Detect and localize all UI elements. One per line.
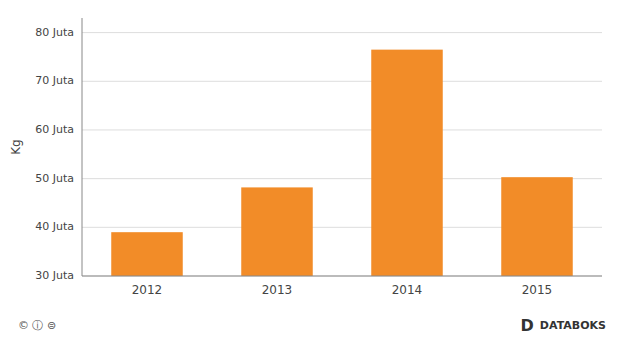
chart: 30 Juta 40 Juta 50 Juta 60 Juta 70 Juta 80 Ju…	[0, 0, 620, 348]
x-tick-label: 2013	[262, 283, 293, 297]
y-axis-label: Kg	[9, 139, 23, 155]
y-axis-line	[82, 18, 83, 276]
footer-icons: © ⓘ ⊜	[18, 319, 56, 332]
footer-logo: D	[521, 316, 534, 335]
bar	[241, 187, 313, 276]
bar	[111, 232, 183, 276]
grid-line	[82, 81, 602, 82]
footer-brand: DATABOKS	[540, 319, 606, 332]
bar	[501, 177, 573, 276]
grid	[82, 33, 602, 276]
grid-line	[82, 276, 602, 277]
grid-line	[82, 32, 602, 33]
y-tick-label: 40 Juta	[35, 220, 74, 233]
x-tick-label: 2012	[132, 283, 163, 297]
grid-line	[82, 129, 602, 130]
y-tick-label: 50 Juta	[35, 172, 74, 185]
y-tick-label: 60 Juta	[35, 123, 74, 136]
bar	[371, 50, 443, 276]
y-tick-label: 30 Juta	[35, 269, 74, 282]
y-tick-label: 80 Juta	[35, 26, 74, 39]
x-axis-line	[82, 276, 602, 277]
x-tick-label: 2015	[522, 283, 553, 297]
x-tick-label: 2014	[392, 283, 423, 297]
y-tick-label: 70 Juta	[35, 74, 74, 87]
